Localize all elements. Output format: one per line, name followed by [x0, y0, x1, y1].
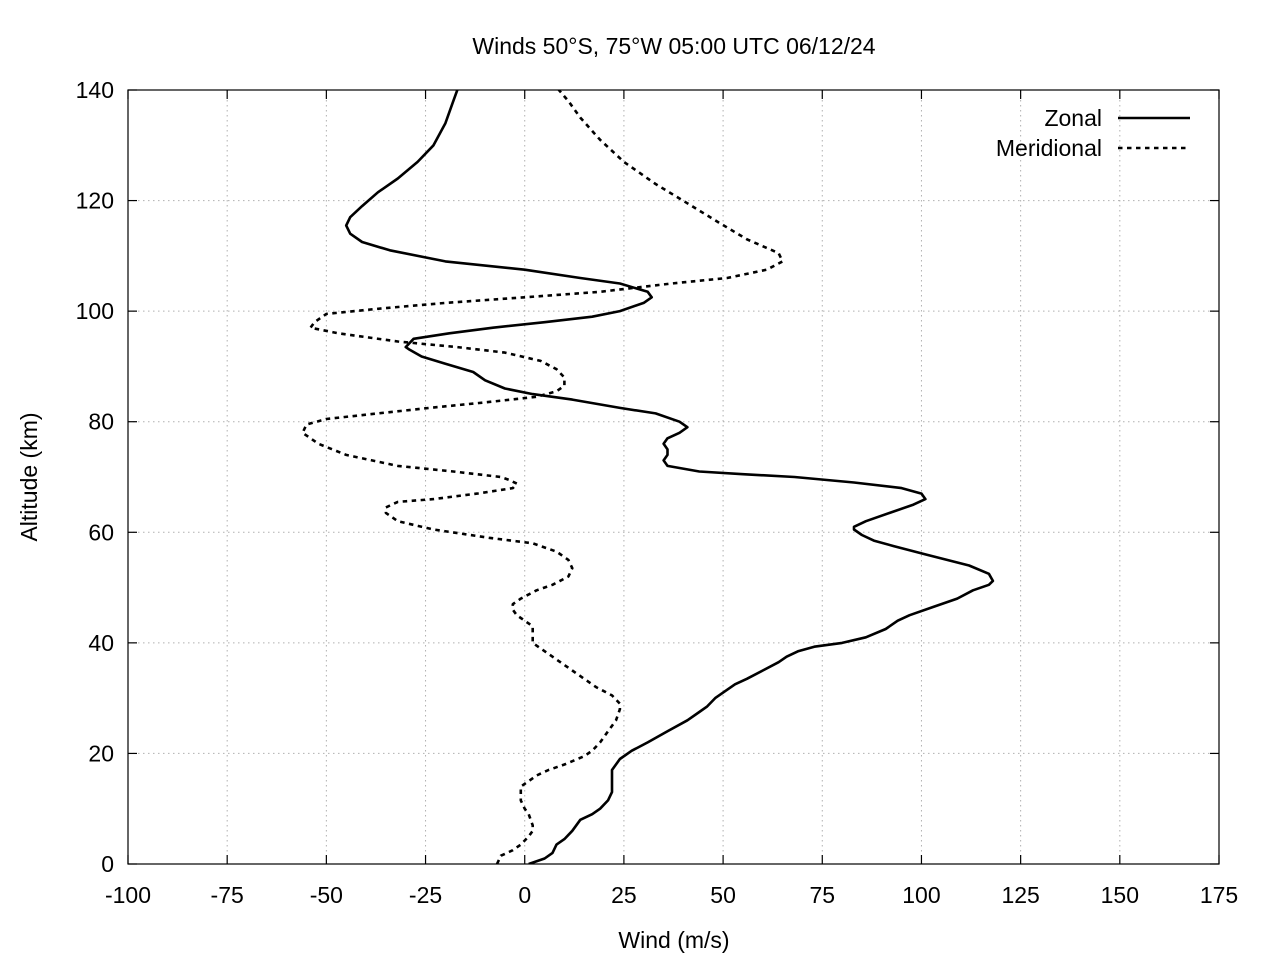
x-tick-label: 175 — [1200, 882, 1238, 908]
y-tick-label: 40 — [88, 630, 114, 656]
legend-label-meridional: Meridional — [996, 135, 1102, 161]
legend-label-zonal: Zonal — [1044, 105, 1102, 131]
y-tick-label: 20 — [88, 740, 114, 766]
y-tick-label: 60 — [88, 519, 114, 545]
x-tick-label: -50 — [310, 882, 343, 908]
axis-ticks — [127, 89, 1220, 865]
series-layer — [301, 90, 995, 864]
x-tick-label: 50 — [710, 882, 736, 908]
y-tick-label: 120 — [76, 188, 114, 214]
y-tick-label: 0 — [101, 851, 114, 877]
x-tick-label: -25 — [409, 882, 442, 908]
x-tick-label: -75 — [211, 882, 244, 908]
y-tick-label: 80 — [88, 409, 114, 435]
x-axis-label: Wind (m/s) — [618, 927, 729, 953]
x-tick-labels: -100 -75 -50 -25 0 25 50 75 100 125 150 175 — [105, 882, 1238, 908]
x-tick-label: 25 — [611, 882, 637, 908]
grid — [128, 90, 1219, 864]
y-tick-label: 140 — [76, 77, 114, 103]
x-tick-label: -100 — [105, 882, 151, 908]
chart-title: Winds 50°S, 75°W 05:00 UTC 06/12/24 — [472, 33, 875, 59]
x-tick-label: 150 — [1101, 882, 1139, 908]
series-line-zonal — [344, 90, 995, 864]
series-line-meridional — [301, 90, 784, 864]
y-axis-label: Altitude (km) — [16, 412, 42, 541]
x-tick-label: 75 — [809, 882, 835, 908]
x-tick-label: 125 — [1001, 882, 1039, 908]
plot-frame — [127, 89, 1220, 865]
x-tick-label: 0 — [518, 882, 531, 908]
y-tick-labels: 0 20 40 60 80 100 120 140 — [76, 77, 114, 877]
y-tick-label: 100 — [76, 298, 114, 324]
legend: Zonal Meridional — [996, 105, 1190, 161]
x-tick-label: 100 — [902, 882, 940, 908]
